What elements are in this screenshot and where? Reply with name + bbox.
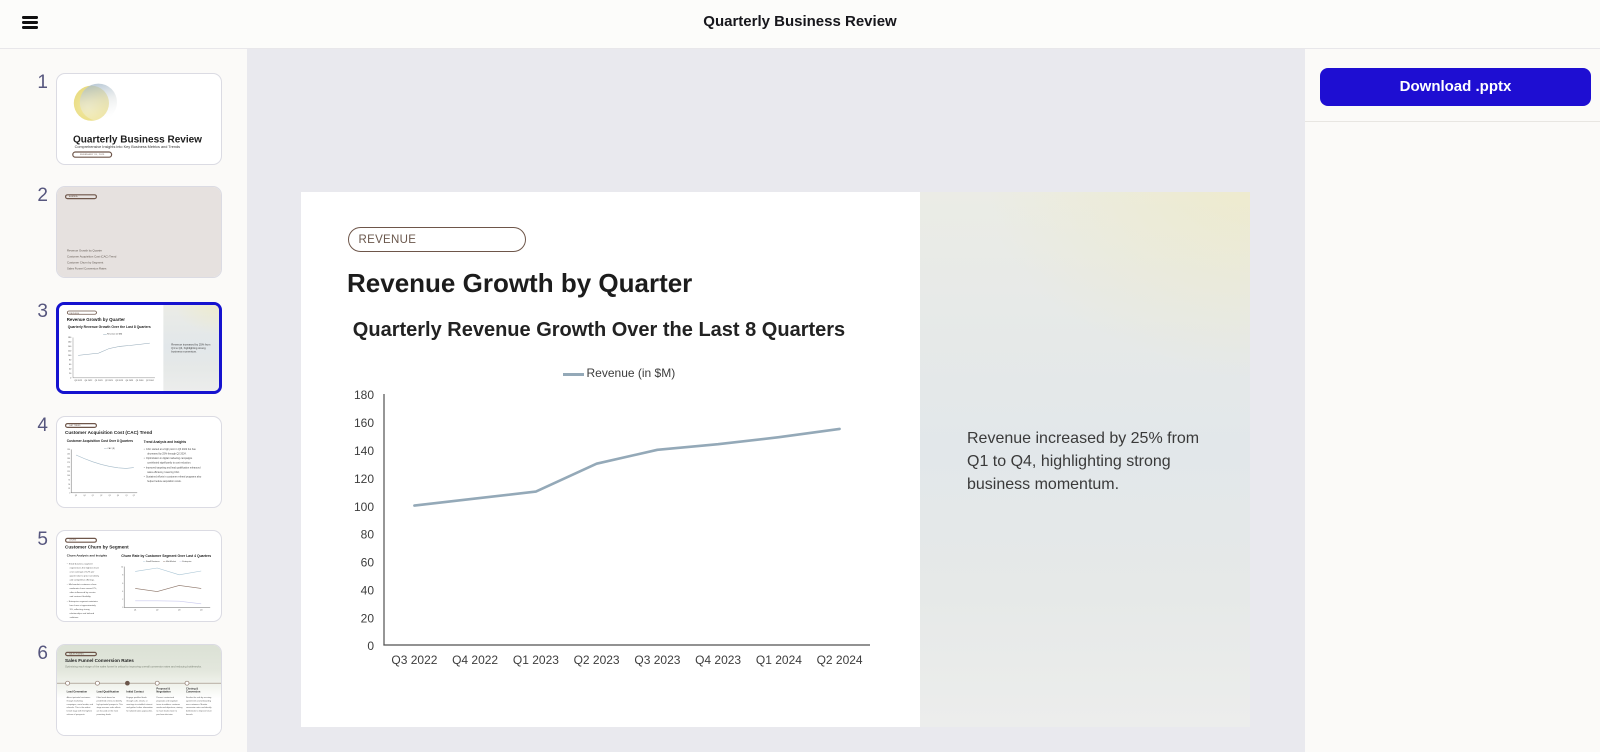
svg-text:50: 50 <box>68 484 70 486</box>
svg-text:80: 80 <box>361 528 375 542</box>
svg-text:Q4 2023: Q4 2023 <box>125 380 134 382</box>
svg-text:75: 75 <box>68 479 70 481</box>
svg-text:Q2 2023: Q2 2023 <box>574 653 620 667</box>
svg-text:80: 80 <box>69 360 72 362</box>
svg-text:Q3 2022: Q3 2022 <box>74 380 82 382</box>
svg-text:Q2: Q2 <box>156 609 158 611</box>
svg-text:0: 0 <box>367 639 374 653</box>
svg-text:0: 0 <box>69 492 70 494</box>
svg-text:150: 150 <box>67 466 70 468</box>
svg-text:0: 0 <box>122 607 123 609</box>
svg-text:Q4: Q4 <box>117 495 119 497</box>
svg-text:120: 120 <box>354 472 374 486</box>
svg-text:Q1 2023: Q1 2023 <box>95 380 104 382</box>
svg-text:Q1: Q1 <box>134 609 136 611</box>
svg-text:100: 100 <box>354 500 374 514</box>
svg-text:Q3 2023: Q3 2023 <box>634 653 680 667</box>
svg-text:Q2: Q2 <box>133 495 135 497</box>
svg-text:Q1 2024: Q1 2024 <box>136 380 145 382</box>
svg-text:25: 25 <box>68 488 70 490</box>
svg-text:Q1 2024: Q1 2024 <box>756 653 802 667</box>
svg-text:10: 10 <box>121 566 123 568</box>
svg-text:120: 120 <box>68 351 72 353</box>
svg-text:40: 40 <box>69 369 72 371</box>
svg-text:175: 175 <box>67 462 70 464</box>
svg-text:6: 6 <box>122 583 123 585</box>
svg-text:Q3: Q3 <box>178 609 180 611</box>
svg-text:Q4: Q4 <box>200 609 202 611</box>
svg-text:0: 0 <box>70 378 72 380</box>
svg-text:20: 20 <box>361 611 375 625</box>
svg-text:Q4: Q4 <box>83 495 85 497</box>
svg-text:200: 200 <box>67 458 70 460</box>
svg-text:8: 8 <box>122 575 123 577</box>
svg-text:100: 100 <box>68 355 72 357</box>
svg-text:100: 100 <box>67 475 70 477</box>
svg-text:Q4 2023: Q4 2023 <box>695 653 741 667</box>
svg-text:225: 225 <box>67 453 70 455</box>
svg-text:2: 2 <box>122 599 123 601</box>
svg-text:Q4 2022: Q4 2022 <box>84 380 92 382</box>
svg-text:160: 160 <box>68 342 72 344</box>
svg-text:40: 40 <box>361 583 375 597</box>
svg-text:125: 125 <box>67 471 70 473</box>
svg-text:Q2: Q2 <box>100 495 102 497</box>
svg-text:180: 180 <box>68 337 72 339</box>
svg-text:160: 160 <box>354 416 374 430</box>
svg-text:Q3: Q3 <box>75 495 77 497</box>
svg-text:60: 60 <box>361 556 375 570</box>
svg-text:140: 140 <box>68 346 72 348</box>
svg-text:Q3 2022: Q3 2022 <box>391 653 437 667</box>
svg-text:Q1: Q1 <box>92 495 94 497</box>
svg-text:250: 250 <box>67 449 70 451</box>
svg-text:180: 180 <box>354 388 374 402</box>
svg-text:Q2 2024: Q2 2024 <box>146 380 155 382</box>
svg-text:Q1 2023: Q1 2023 <box>513 653 559 667</box>
svg-text:20: 20 <box>69 373 72 375</box>
svg-text:60: 60 <box>69 364 72 366</box>
svg-text:140: 140 <box>354 444 374 458</box>
svg-text:Q4 2022: Q4 2022 <box>452 653 498 667</box>
svg-text:Q1: Q1 <box>125 495 127 497</box>
svg-text:Q3: Q3 <box>109 495 111 497</box>
svg-text:Q2 2023: Q2 2023 <box>105 380 114 382</box>
svg-text:4: 4 <box>122 591 123 593</box>
svg-text:Q3 2023: Q3 2023 <box>115 380 124 382</box>
svg-text:Q2 2024: Q2 2024 <box>817 653 863 667</box>
